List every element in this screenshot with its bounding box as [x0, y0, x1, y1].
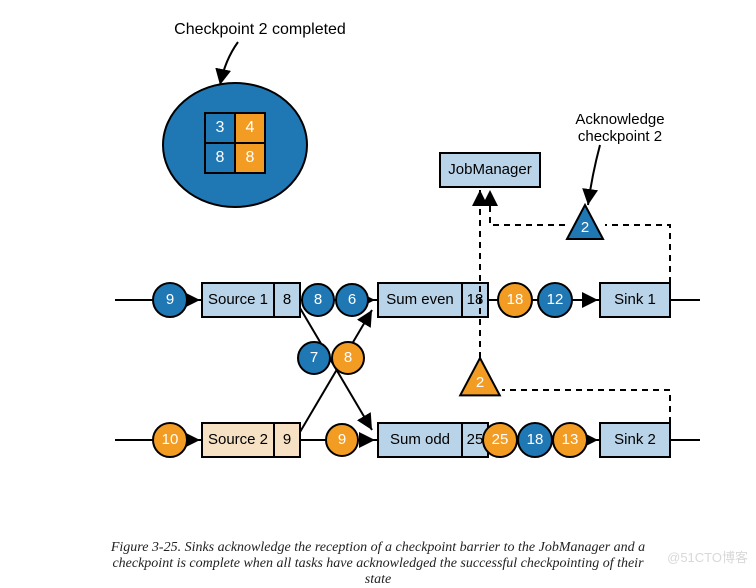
- event-after-se-2: 12: [538, 283, 572, 317]
- svg-text:Sum odd: Sum odd: [390, 431, 450, 448]
- event-after-so-2: 18: [518, 423, 552, 457]
- svg-text:18: 18: [507, 291, 524, 308]
- svg-text:13: 13: [562, 431, 579, 448]
- caption-line-1: Figure 3-25. Sinks acknowledge the recep…: [111, 540, 645, 555]
- source-1-box: Source 1 8: [202, 283, 300, 317]
- svg-text:12: 12: [547, 291, 564, 308]
- svg-text:8: 8: [314, 291, 322, 308]
- sum-even-box: Sum even18: [378, 283, 488, 317]
- jobmanager-box: JobManager: [440, 153, 540, 187]
- svg-text:JobManager: JobManager: [448, 161, 531, 178]
- svg-text:9: 9: [283, 431, 291, 448]
- sink-2-box: Sink 2: [600, 423, 670, 457]
- event-pre-source1: 9: [153, 283, 187, 317]
- svg-text:9: 9: [338, 431, 346, 448]
- svg-text:8: 8: [344, 349, 352, 366]
- event-after-s1-a: 8: [302, 284, 334, 316]
- sum-odd-box: Sum odd 25: [378, 423, 488, 457]
- svg-text:4: 4: [246, 119, 255, 136]
- barrier-triangle-2: 2: [460, 358, 500, 395]
- caption-line-3: state: [365, 572, 391, 587]
- svg-text:8: 8: [246, 149, 255, 166]
- event-after-s1-b: 6: [336, 284, 368, 316]
- event-pre-source2: 10: [153, 423, 187, 457]
- svg-text:Source 2: Source 2: [208, 431, 268, 448]
- barrier-triangle-1: 2: [567, 205, 603, 239]
- event-after-s2: 9: [326, 424, 358, 456]
- event-cross-up: 8: [332, 342, 364, 374]
- event-after-so-3: 13: [553, 423, 587, 457]
- sink-1-box: Sink 1: [600, 283, 670, 317]
- svg-text:2: 2: [581, 219, 589, 236]
- svg-text:Sink 1: Sink 1: [614, 291, 656, 308]
- svg-text:18: 18: [527, 431, 544, 448]
- event-cross-down: 7: [298, 342, 330, 374]
- checkpoint-bubble: 3 4 8 8: [163, 83, 307, 207]
- source-2-box: Source 2 9: [202, 423, 300, 457]
- svg-text:Sum even: Sum even: [386, 291, 454, 308]
- svg-text:2: 2: [476, 374, 484, 391]
- svg-text:25: 25: [492, 431, 509, 448]
- svg-text:Acknowledgecheckpoint 2: Acknowledgecheckpoint 2: [575, 111, 664, 145]
- watermark: @51CTO博客: [667, 547, 748, 566]
- svg-text:Source 1: Source 1: [208, 291, 268, 308]
- event-after-so-1: 25: [483, 423, 517, 457]
- svg-text:Checkpoint 2 completed: Checkpoint 2 completed: [174, 21, 346, 38]
- svg-text:8: 8: [283, 291, 291, 308]
- svg-text:3: 3: [216, 119, 225, 136]
- svg-text:9: 9: [166, 291, 174, 308]
- svg-text:7: 7: [310, 349, 318, 366]
- svg-text:8: 8: [216, 149, 225, 166]
- svg-text:6: 6: [348, 291, 356, 308]
- caption-line-2: checkpoint is complete when all tasks ha…: [112, 556, 643, 571]
- event-after-se-1: 18: [498, 283, 532, 317]
- svg-text:Sink 2: Sink 2: [614, 431, 656, 448]
- svg-text:10: 10: [162, 431, 179, 448]
- svg-text:25: 25: [467, 431, 484, 448]
